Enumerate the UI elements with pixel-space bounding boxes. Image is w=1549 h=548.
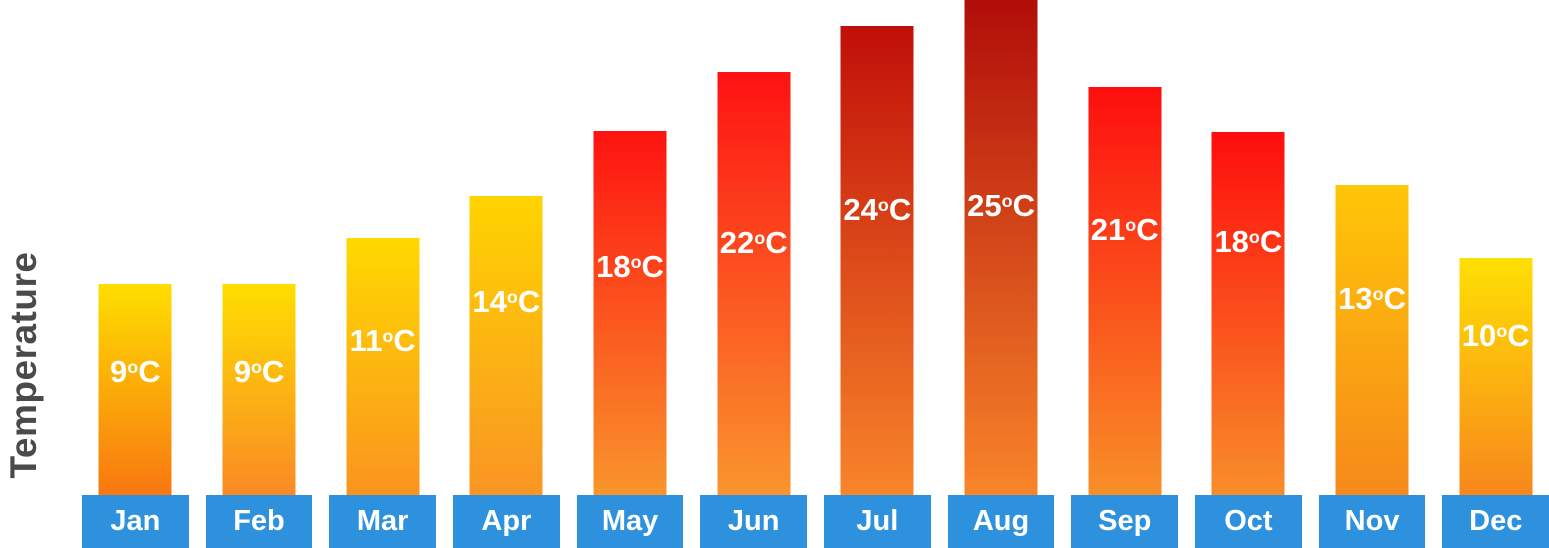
temperature-unit: C (517, 284, 541, 319)
temperature-bar: 9oC (98, 284, 172, 495)
temperature-value-label: 13oC (1336, 281, 1409, 317)
degree-mark: o (1125, 215, 1137, 236)
month-label-box: Sep (1071, 495, 1179, 548)
temperature-value-label: 18oC (1212, 224, 1285, 260)
temperature-unit: C (138, 354, 161, 389)
month-label-box: Oct (1195, 495, 1302, 548)
temperature-bar: 18oC (593, 131, 667, 495)
temperature-value: 11 (349, 323, 383, 358)
month-column: 9oC Feb (205, 0, 313, 548)
temperature-value: 18 (1214, 224, 1249, 259)
month-column: 24oC Jul (824, 0, 931, 548)
degree-mark: o (754, 228, 766, 249)
month-column: 21oC Sep (1071, 0, 1179, 548)
degree-mark: o (506, 287, 518, 308)
degree-mark: o (877, 195, 889, 216)
month-label: Apr (481, 505, 532, 537)
month-label-box: Dec (1442, 495, 1549, 548)
temperature-unit: C (261, 354, 285, 389)
temperature-value-label: 21oC (1088, 212, 1161, 248)
month-column: 11oC Mar (329, 0, 437, 548)
temperature-value-label: 14oC (470, 284, 543, 320)
temperature-value-label: 18oC (594, 249, 667, 285)
temperature-bar: 13oC (1335, 185, 1409, 495)
temperature-unit: C (1507, 318, 1530, 353)
month-label: Dec (1469, 505, 1523, 537)
chart-columns: 9oC Jan 9oC Feb 11oC Mar 14oC Apr 18oC (82, 0, 1549, 548)
temperature-unit: C (765, 225, 788, 260)
month-column: 14oC Apr (453, 0, 560, 548)
y-axis-label: Temperature (3, 251, 44, 479)
temperature-bar: 14oC (469, 196, 543, 495)
temperature-value-label: 9oC (223, 354, 296, 390)
temperature-value-label: 11oC (346, 323, 419, 359)
month-column: 18oC May (576, 0, 684, 548)
temperature-bar: 21oC (1088, 87, 1162, 495)
temperature-value: 21 (1090, 212, 1126, 247)
temperature-value: 9 (233, 354, 251, 389)
temperature-value: 24 (843, 192, 878, 227)
temperature-value: 25 (967, 188, 1002, 223)
temperature-value: 10 (1461, 318, 1497, 353)
month-column: 13oC Nov (1318, 0, 1426, 548)
degree-mark: o (1372, 284, 1384, 305)
degree-mark: o (127, 357, 139, 378)
temperature-bar: 10oC (1459, 258, 1533, 495)
month-label-box: May (576, 495, 684, 548)
temperature-value-label: 10oC (1459, 318, 1532, 354)
temperature-bar: 24oC (840, 26, 914, 495)
month-label-box: Jun (700, 495, 808, 548)
temperature-unit: C (1136, 212, 1159, 247)
month-label: Sep (1098, 505, 1152, 537)
temperature-value-label: 22oC (717, 225, 790, 261)
month-label-box: Feb (205, 495, 313, 548)
month-label: Jul (856, 505, 899, 537)
temperature-unit: C (1259, 224, 1283, 259)
temperature-value-label: 9oC (99, 354, 172, 390)
temperature-bar: 22oC (717, 72, 791, 495)
temperature-value: 22 (719, 225, 755, 260)
month-label: Mar (356, 505, 409, 537)
temperature-value: 9 (110, 354, 128, 389)
temperature-value: 14 (472, 284, 507, 319)
degree-mark: o (250, 357, 262, 378)
temperature-bar: 25oC (964, 0, 1038, 495)
degree-mark: o (1496, 321, 1508, 342)
month-label: Feb (233, 505, 285, 537)
temperature-unit: C (1383, 281, 1406, 316)
month-label: Oct (1224, 505, 1273, 537)
month-label-box: Jan (82, 495, 189, 548)
month-label-box: Jul (824, 495, 931, 548)
month-label-box: Nov (1318, 495, 1426, 548)
month-label: May (601, 505, 659, 537)
degree-mark: o (382, 326, 394, 347)
temperature-bar: 9oC (222, 284, 296, 495)
temperature-unit: C (888, 192, 912, 227)
temperature-bar: 11oC (346, 238, 420, 495)
temperature-bar: 18oC (1211, 132, 1285, 495)
temperature-value-label: 24oC (841, 192, 914, 228)
temperature-unit: C (1012, 188, 1035, 223)
month-column: 22oC Jun (700, 0, 808, 548)
temperature-unit: C (641, 249, 664, 284)
temperature-value-label: 25oC (965, 188, 1038, 224)
degree-mark: o (1248, 227, 1260, 248)
degree-mark: o (630, 252, 642, 273)
month-column: 18oC Oct (1195, 0, 1302, 548)
temperature-unit: C (393, 323, 416, 358)
month-label: Aug (972, 505, 1030, 537)
month-label-box: Apr (453, 495, 560, 548)
month-label: Nov (1344, 505, 1400, 537)
month-column: 10oC Dec (1442, 0, 1549, 548)
month-column: 25oC Aug (947, 0, 1055, 548)
temperature-value: 18 (596, 249, 631, 284)
month-label-box: Aug (947, 495, 1055, 548)
month-label: Jun (727, 505, 780, 537)
month-label-box: Mar (329, 495, 437, 548)
month-column: 9oC Jan (82, 0, 189, 548)
degree-mark: o (1001, 191, 1013, 212)
temperature-value: 13 (1338, 281, 1373, 316)
month-label: Jan (110, 505, 161, 537)
